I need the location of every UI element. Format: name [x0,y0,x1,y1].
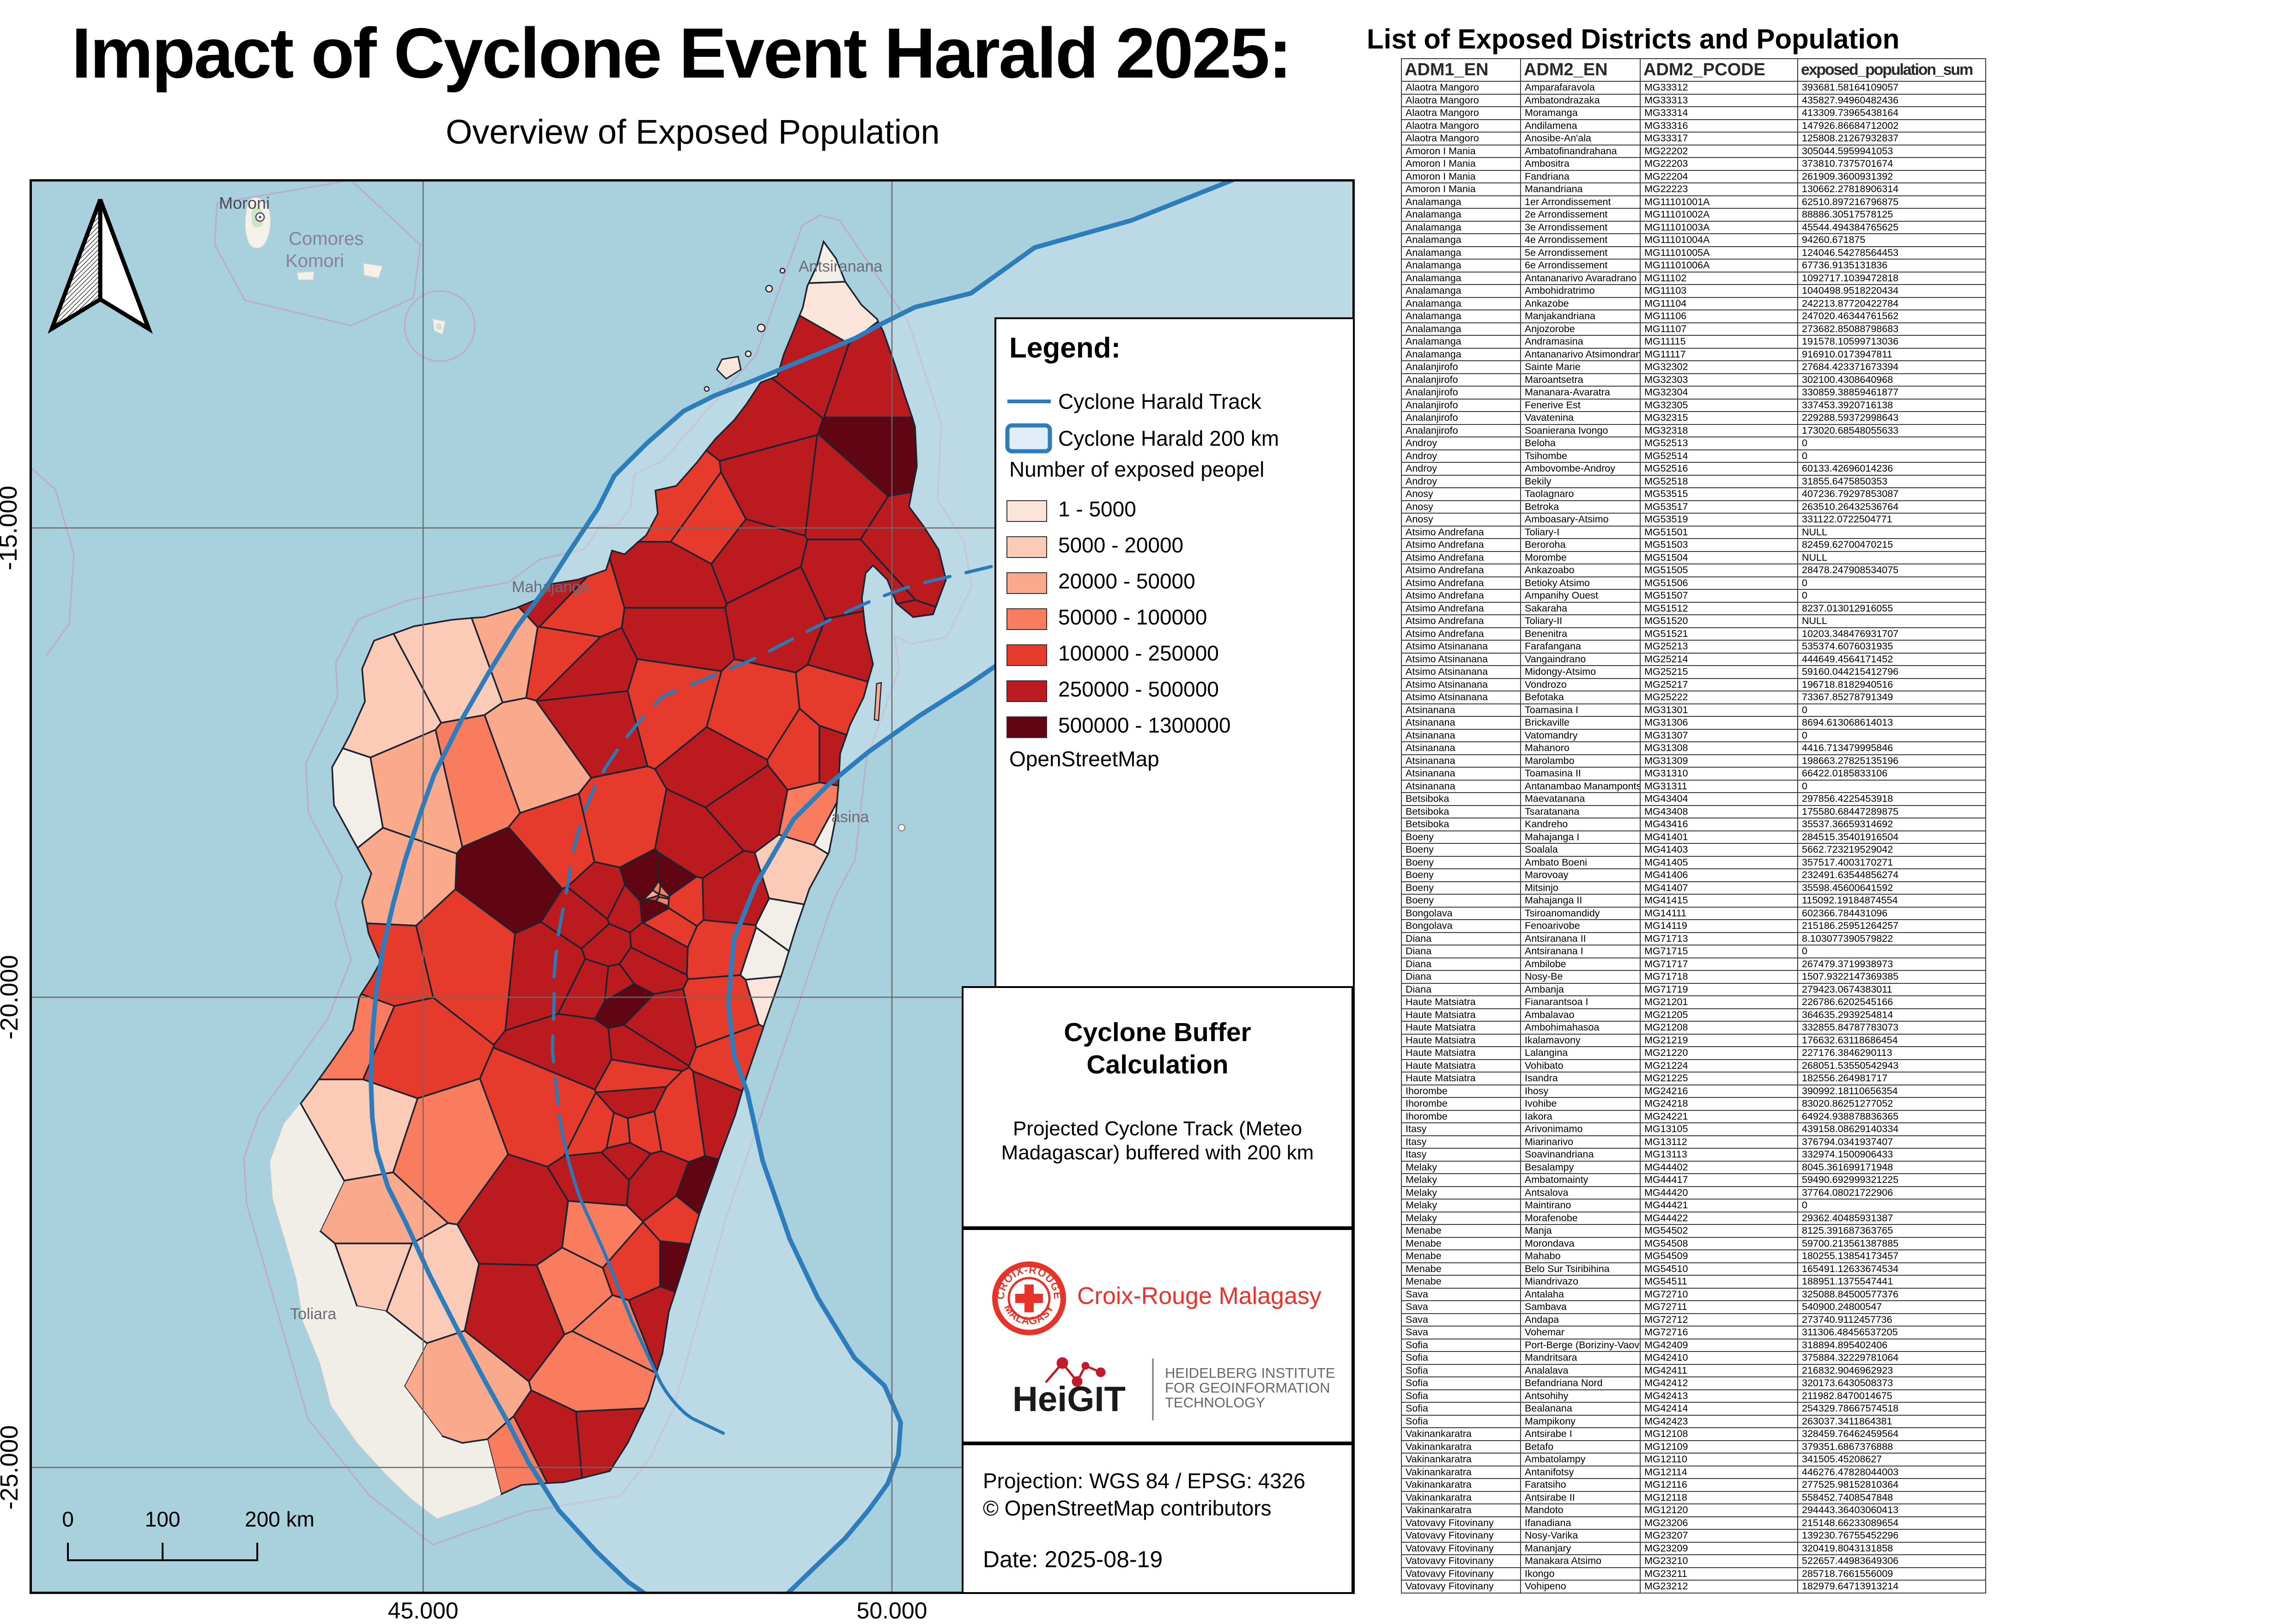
svg-text:100000 - 250000: 100000 - 250000 [1058,641,1219,665]
svg-text:250000 - 500000: 250000 - 500000 [1058,677,1219,701]
svg-text:HeiGIT: HeiGIT [1012,1380,1126,1419]
svg-text:100: 100 [145,1507,181,1531]
svg-text:-20.000: -20.000 [0,955,23,1039]
svg-text:Comores: Comores [289,229,364,249]
svg-text:TECHNOLOGY: TECHNOLOGY [1165,1394,1265,1411]
svg-text:Cyclone Harald 200 km: Cyclone Harald 200 km [1058,426,1279,450]
svg-text:Moroni: Moroni [219,194,270,212]
svg-text:5000 - 20000: 5000 - 20000 [1058,533,1183,557]
svg-text:-15.000: -15.000 [0,485,22,570]
svg-text:FOR GEOINFORMATION: FOR GEOINFORMATION [1165,1380,1330,1396]
svg-text:Cyclone Harald Track: Cyclone Harald Track [1058,389,1262,413]
svg-text:Croix-Rouge Malagasy: Croix-Rouge Malagasy [1077,1283,1321,1309]
svg-text:Mahajanga: Mahajanga [512,578,589,596]
svg-text:Antsiranana: Antsiranana [799,258,883,275]
svg-text:Number of exposed peopel: Number of exposed peopel [1009,457,1264,481]
svg-text:Komori: Komori [285,251,344,271]
svg-text:500000 - 1300000: 500000 - 1300000 [1058,713,1230,737]
svg-text:-25.000: -25.000 [0,1425,23,1509]
svg-text:HEIDELBERG INSTITUTE: HEIDELBERG INSTITUTE [1165,1365,1335,1381]
svg-text:asina: asina [831,808,869,826]
svg-text:1 - 5000: 1 - 5000 [1058,497,1136,521]
svg-text:20000 - 50000: 20000 - 50000 [1058,569,1195,593]
svg-text:50000 - 100000: 50000 - 100000 [1058,605,1207,629]
svg-text:200 km: 200 km [245,1507,315,1531]
svg-text:0: 0 [62,1507,74,1531]
svg-text:OpenStreetMap: OpenStreetMap [1009,747,1159,771]
svg-text:Toliara: Toliara [290,1305,336,1323]
